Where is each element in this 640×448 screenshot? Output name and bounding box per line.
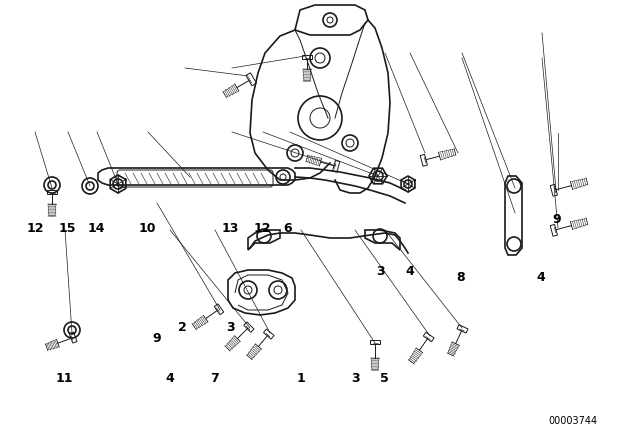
Text: 4: 4 — [405, 264, 414, 278]
Text: 4: 4 — [536, 271, 545, 284]
Text: 2: 2 — [178, 320, 187, 334]
Text: 7: 7 — [210, 372, 219, 385]
Text: 6: 6 — [284, 222, 292, 235]
Text: 14: 14 — [87, 222, 105, 235]
Text: 13: 13 — [221, 222, 239, 235]
Text: 11: 11 — [55, 372, 73, 385]
Text: 3: 3 — [351, 372, 360, 385]
Text: 10: 10 — [138, 222, 156, 235]
Text: 4: 4 — [165, 372, 174, 385]
Text: 8: 8 — [456, 271, 465, 284]
Text: 12: 12 — [26, 222, 44, 235]
Text: 9: 9 — [152, 332, 161, 345]
Text: 1: 1 — [296, 372, 305, 385]
Text: 3: 3 — [226, 320, 235, 334]
Text: 15: 15 — [58, 222, 76, 235]
Text: 5: 5 — [380, 372, 388, 385]
Text: 3: 3 — [376, 264, 385, 278]
Text: 00003744: 00003744 — [548, 416, 597, 426]
Text: 12: 12 — [253, 222, 271, 235]
Text: 9: 9 — [552, 213, 561, 226]
